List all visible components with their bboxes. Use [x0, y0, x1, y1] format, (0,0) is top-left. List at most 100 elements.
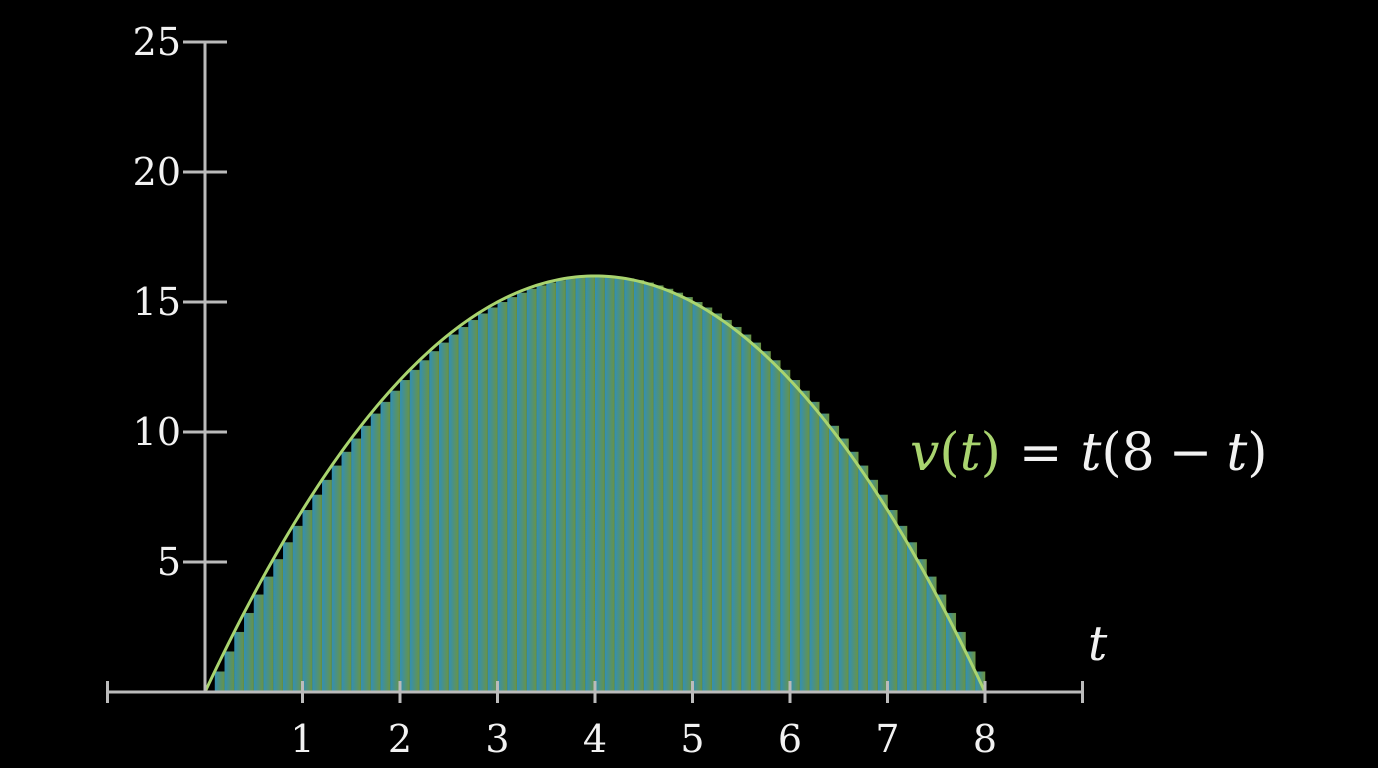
- riemann-bar: [565, 278, 577, 693]
- riemann-bar: [760, 350, 772, 693]
- x-tick-label-1: 1: [290, 717, 314, 761]
- riemann-bar: [838, 438, 850, 693]
- formula-equals: =: [1019, 423, 1063, 483]
- function-formula: v(t) = t(8− t): [910, 423, 1268, 483]
- riemann-bar: [419, 359, 430, 693]
- y-tick-label-15: 15: [133, 280, 181, 324]
- riemann-bar: [643, 282, 655, 693]
- riemann-bar: [750, 342, 762, 693]
- x-axis-variable-label: t: [1088, 616, 1108, 672]
- riemann-bar: [633, 279, 645, 693]
- y-tick-label-25: 25: [133, 20, 181, 64]
- riemann-bar: [701, 307, 713, 693]
- riemann-bar: [477, 313, 489, 693]
- riemann-bar: [321, 479, 333, 693]
- x-tick-label-6: 6: [778, 717, 802, 761]
- riemann-bar: [233, 631, 245, 693]
- riemann-bar: [818, 413, 830, 693]
- riemann-bar: [887, 509, 898, 693]
- formula-arg: t: [960, 423, 981, 483]
- x-tick-label-3: 3: [485, 717, 509, 761]
- riemann-bar: [458, 326, 469, 693]
- riemann-bar: [224, 651, 235, 693]
- x-tick-label-5: 5: [680, 717, 704, 761]
- riemann-bar: [672, 292, 684, 693]
- riemann-bar: [370, 413, 382, 693]
- riemann-bar: [341, 451, 352, 693]
- formula-rhs-close: ): [1247, 423, 1267, 483]
- riemann-bar: [302, 509, 313, 693]
- riemann-bar: [770, 359, 781, 693]
- x-tick-label-2: 2: [388, 717, 412, 761]
- riemann-bar: [350, 438, 362, 693]
- tick-labels: 1 2 3 4 5 6 7 8 5 10 15 20 25: [133, 20, 997, 761]
- riemann-bar: [604, 275, 616, 693]
- riemann-bar: [311, 494, 323, 693]
- formula-close-paren: ): [981, 423, 1001, 483]
- riemann-bar: [867, 479, 879, 693]
- riemann-bar: [253, 594, 265, 693]
- riemann-bar: [731, 326, 742, 693]
- riemann-bar: [916, 558, 928, 693]
- riemann-bar: [623, 278, 635, 693]
- formula-open-paren: (: [939, 423, 959, 483]
- axes: [106, 40, 1084, 703]
- riemann-bar: [594, 275, 606, 693]
- riemann-bar: [692, 301, 703, 693]
- riemann-bar: [428, 350, 440, 693]
- riemann-bar: [584, 275, 596, 693]
- riemann-bar: [506, 296, 518, 693]
- riemann-bar: [243, 612, 255, 693]
- riemann-bar: [809, 401, 820, 693]
- riemann-bars: [214, 275, 986, 693]
- riemann-bar: [536, 285, 547, 693]
- riemann-bar: [409, 369, 421, 693]
- riemann-bar: [272, 558, 284, 693]
- riemann-bar: [682, 296, 694, 693]
- riemann-bar: [438, 342, 450, 693]
- riemann-bar: [896, 525, 908, 693]
- riemann-bar: [828, 425, 840, 693]
- riemann-bar: [331, 465, 343, 693]
- formula-rhs-var: t: [1080, 423, 1101, 483]
- riemann-bar: [292, 525, 304, 693]
- y-tick-label-5: 5: [157, 540, 181, 584]
- y-tick-label-20: 20: [133, 150, 181, 194]
- x-tick-label-7: 7: [875, 717, 899, 761]
- riemann-bar: [487, 307, 499, 693]
- x-tick-label-8: 8: [973, 717, 997, 761]
- riemann-bar: [789, 379, 801, 693]
- riemann-bar: [799, 390, 811, 693]
- riemann-bar: [575, 276, 586, 693]
- formula-fn-name: v: [910, 423, 939, 483]
- riemann-bar: [779, 369, 791, 693]
- riemann-bar: [399, 379, 411, 693]
- riemann-bar: [662, 288, 674, 693]
- formula-rhs-var2: t: [1226, 423, 1247, 483]
- riemann-bar: [380, 401, 391, 693]
- riemann-bar: [448, 334, 460, 693]
- riemann-bar: [263, 576, 274, 693]
- riemann-bar: [721, 319, 733, 693]
- riemann-bar: [857, 465, 869, 693]
- riemann-bar: [555, 279, 567, 693]
- x-tick-label-4: 4: [583, 717, 607, 761]
- velocity-curve: [203, 274, 987, 693]
- riemann-bar: [711, 313, 723, 693]
- y-tick-label-10: 10: [133, 410, 181, 454]
- riemann-bar: [360, 425, 372, 693]
- riemann-bar: [497, 301, 508, 693]
- riemann-bar: [389, 390, 401, 693]
- riemann-bar: [467, 319, 479, 693]
- riemann-bar: [740, 334, 752, 693]
- riemann-bar: [545, 282, 557, 693]
- riemann-bar: [516, 292, 528, 693]
- formula-minus: −: [1169, 423, 1213, 483]
- riemann-bar: [526, 288, 538, 693]
- riemann-bar: [214, 671, 226, 693]
- riemann-bar: [614, 276, 625, 693]
- riemann-bar: [906, 541, 918, 693]
- riemann-bar: [877, 494, 889, 693]
